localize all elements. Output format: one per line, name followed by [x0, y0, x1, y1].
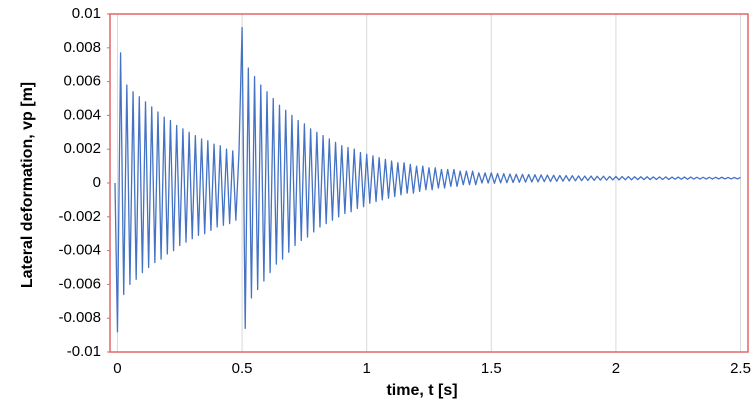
y-tick-label: 0.008 — [63, 39, 101, 56]
y-tick-label: 0.002 — [63, 140, 101, 157]
plot-frame — [109, 13, 749, 353]
y-tick-label: 0.004 — [63, 106, 101, 123]
y-axis-title: Lateral deformation, vp [m] — [19, 82, 36, 288]
x-tick-label: 0 — [113, 360, 121, 377]
data-line — [114, 26, 741, 333]
y-tick-label: -0.002 — [58, 208, 101, 225]
x-tick-label: 1.5 — [481, 360, 502, 377]
y-tick-label: 0 — [93, 174, 101, 191]
y-tick-label: 0.006 — [63, 73, 101, 90]
y-tick-label: -0.006 — [58, 275, 101, 292]
x-tick-label: 0.5 — [232, 360, 253, 377]
x-tick-label: 2 — [612, 360, 620, 377]
y-tick-label: -0.008 — [58, 309, 101, 326]
y-tick-label: 0.01 — [72, 5, 101, 22]
x-tick-label: 2.5 — [730, 360, 751, 377]
x-tick-label: 1 — [363, 360, 371, 377]
y-tick-label: -0.004 — [58, 242, 101, 259]
x-axis-title: time, t [s] — [386, 382, 457, 399]
y-tick-label: -0.01 — [67, 343, 101, 360]
